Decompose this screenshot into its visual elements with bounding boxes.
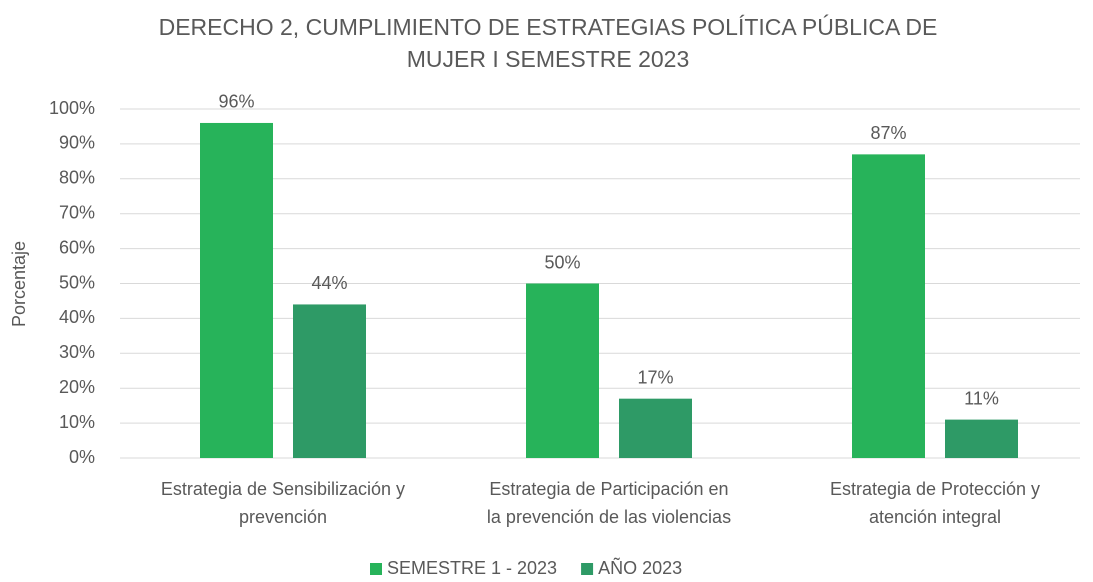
y-tick-label: 10%: [59, 412, 95, 432]
bar: [293, 304, 366, 458]
y-tick-label: 60%: [59, 237, 95, 257]
data-label: 11%: [964, 388, 999, 408]
bar: [526, 283, 599, 458]
x-tick-label: Estrategia de Participación en: [489, 479, 728, 499]
bar: [852, 154, 925, 458]
y-tick-label: 30%: [59, 342, 95, 362]
y-tick-label: 80%: [59, 168, 95, 188]
y-axis-label: Porcentaje: [9, 241, 29, 327]
bar: [619, 398, 692, 458]
chart-title: MUJER I SEMESTRE 2023: [407, 46, 689, 72]
bar: [945, 419, 1018, 458]
data-label: 44%: [311, 273, 347, 293]
x-tick-label: Estrategia de Protección y: [830, 479, 1040, 499]
y-tick-label: 90%: [59, 133, 95, 153]
data-label: 87%: [870, 123, 906, 143]
x-tick-label: atención integral: [869, 507, 1001, 527]
legend-label: SEMESTRE 1 - 2023: [387, 558, 557, 578]
x-tick-label: prevención: [239, 507, 327, 527]
y-tick-label: 40%: [59, 307, 95, 327]
data-label: 50%: [544, 252, 580, 272]
x-tick-label: la prevención de las violencias: [487, 507, 731, 527]
legend-swatch: [581, 563, 594, 575]
x-tick-label: Estrategia de Sensibilización y: [161, 479, 405, 499]
legend-swatch: [370, 563, 382, 575]
chart-title: DERECHO 2, CUMPLIMIENTO DE ESTRATEGIAS P…: [159, 14, 938, 40]
y-tick-label: 100%: [49, 98, 95, 118]
y-tick-label: 50%: [59, 272, 95, 292]
data-label: 17%: [637, 367, 673, 387]
legend-label: AÑO 2023: [598, 557, 682, 578]
y-tick-label: 20%: [59, 377, 95, 397]
y-tick-label: 0%: [69, 447, 95, 467]
y-tick-label: 70%: [59, 202, 95, 222]
data-label: 96%: [218, 92, 254, 112]
bar: [200, 122, 273, 459]
